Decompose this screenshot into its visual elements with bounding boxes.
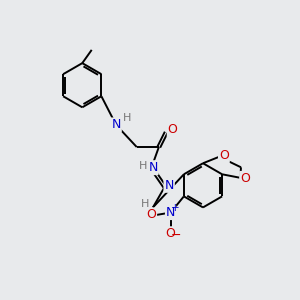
Text: O: O — [219, 149, 229, 162]
Text: N: N — [112, 118, 121, 131]
Text: +: + — [171, 203, 180, 213]
Text: H: H — [140, 200, 149, 209]
Text: N: N — [148, 161, 158, 174]
Text: O: O — [240, 172, 250, 185]
Text: O: O — [168, 124, 178, 136]
Text: O: O — [146, 208, 156, 221]
Text: N: N — [164, 179, 174, 192]
Text: H: H — [139, 161, 147, 171]
Text: O: O — [166, 227, 176, 240]
Text: N: N — [166, 206, 175, 219]
Text: H: H — [123, 113, 131, 124]
Text: −: − — [171, 229, 181, 242]
